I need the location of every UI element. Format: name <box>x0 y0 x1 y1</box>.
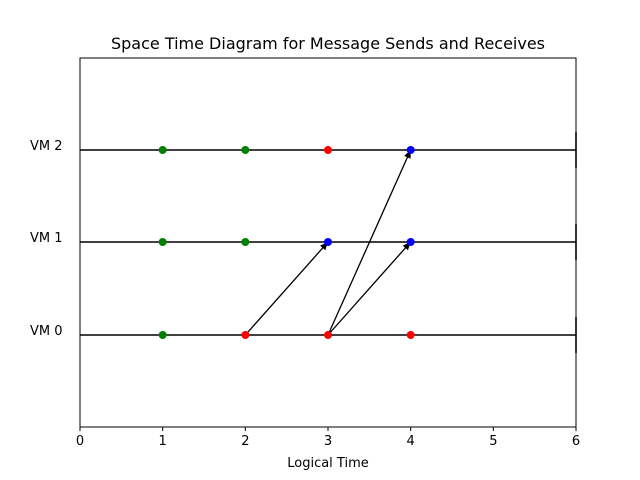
event-internal-vm2-t1 <box>158 146 167 154</box>
event-internal-vm2-t2 <box>241 146 250 154</box>
x-tick-label-3: 3 <box>324 434 332 449</box>
message-arrow-1 <box>244 241 329 336</box>
messages-layer <box>244 149 412 336</box>
event-internal-vm1-t2 <box>241 238 250 246</box>
x-tick-label-4: 4 <box>407 434 415 449</box>
x-tick-label-6: 6 <box>572 434 580 449</box>
x-tick-label-1: 1 <box>159 434 167 449</box>
x-axis: 0 1 2 3 4 5 6 <box>76 427 580 449</box>
event-send-vm0-t4 <box>406 331 415 339</box>
x-axis-label: Logical Time <box>287 456 369 471</box>
message-arrow-2 <box>327 241 412 336</box>
x-tick-label-2: 2 <box>241 434 249 449</box>
event-receive-vm1-t4 <box>406 238 415 246</box>
events-layer <box>158 146 415 339</box>
lane-label-vm0: VM 0 <box>30 324 63 339</box>
lane-label-vm1: VM 1 <box>30 231 63 246</box>
chart-title: Space Time Diagram for Message Sends and… <box>111 34 545 53</box>
message-arrow-3 <box>327 149 412 336</box>
x-tick-label-0: 0 <box>76 434 84 449</box>
event-internal-vm0-t1 <box>158 331 167 339</box>
event-internal-vm1-t1 <box>158 238 167 246</box>
lane-label-vm2: VM 2 <box>30 139 63 154</box>
event-send-vm2-t3 <box>324 146 332 154</box>
event-send-vm0-t3 <box>324 331 332 339</box>
x-tick-label-5: 5 <box>489 434 497 449</box>
lane-labels-layer: VM 0 VM 1 VM 2 <box>30 139 63 339</box>
event-receive-vm2-t4 <box>406 146 415 154</box>
event-receive-vm1-t3 <box>324 238 332 246</box>
event-send-vm0-t2 <box>241 331 250 339</box>
